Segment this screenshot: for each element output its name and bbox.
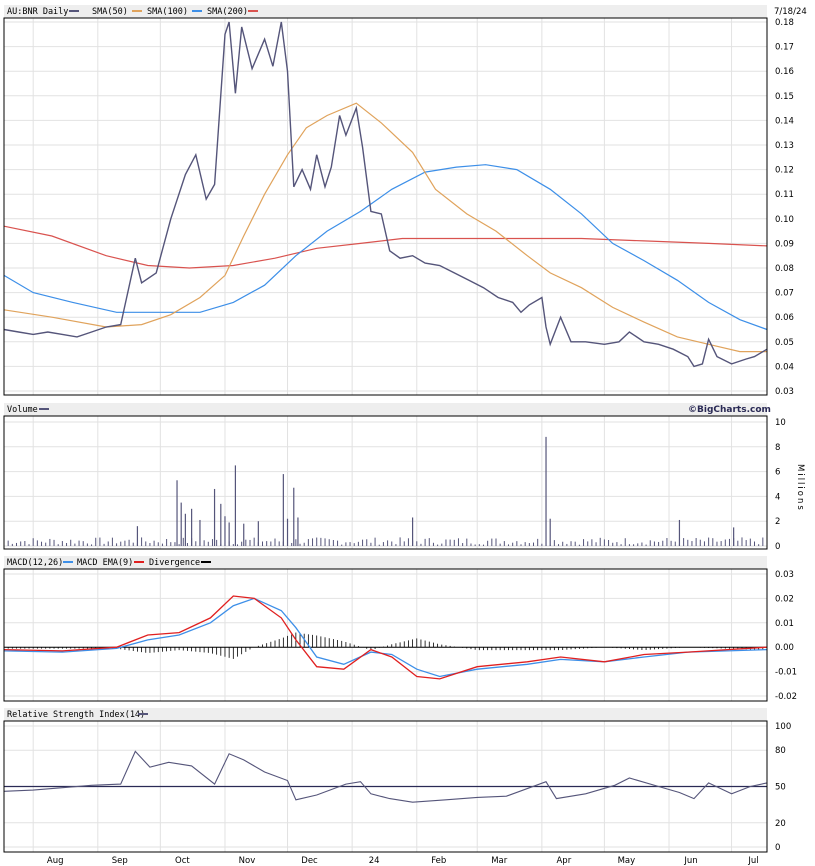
macd-ema-line bbox=[3, 595, 768, 680]
y-tick-label: 0.14 bbox=[775, 116, 794, 126]
y-tick-label: 0.08 bbox=[775, 264, 794, 274]
volume-label: Volume bbox=[7, 405, 38, 415]
y-tick-label: 6 bbox=[775, 468, 780, 478]
y-tick-label: 0.16 bbox=[775, 67, 794, 77]
rsi-series bbox=[3, 750, 768, 803]
x-month-label: Aug bbox=[47, 856, 64, 866]
y-tick-label: 4 bbox=[775, 492, 780, 502]
sma200-label: SMA(200) bbox=[207, 7, 248, 17]
y-tick-label: 0 bbox=[775, 843, 780, 853]
sma100-label: SMA(100) bbox=[147, 7, 188, 17]
x-month-label: Jun bbox=[683, 856, 697, 866]
rsi-header-bg bbox=[4, 708, 767, 721]
price-y-ticks: 0.18 0.17 0.16 0.15 0.14 0.13 0.12 0.11 0.10 0.09… bbox=[775, 18, 794, 397]
y-tick-label: 0.03 bbox=[775, 570, 794, 580]
y-tick-label: 0.01 bbox=[775, 619, 794, 629]
macd-panel: MACD(12,26) MACD EMA(9) Divergence 0.030… bbox=[3, 556, 797, 702]
y-tick-label: 80 bbox=[775, 746, 786, 756]
y-tick-label: 0.15 bbox=[775, 92, 794, 102]
sma50-label: SMA(50) bbox=[92, 7, 128, 17]
y-tick-label: 0.02 bbox=[775, 594, 794, 604]
x-month-label: Apr bbox=[556, 856, 571, 866]
y-tick-label: 0 bbox=[775, 542, 780, 552]
x-month-label: Jul bbox=[747, 856, 758, 866]
macd-grid bbox=[4, 569, 767, 701]
price-grid bbox=[4, 18, 767, 395]
rsi-y-ticks: 100 80 50 20 0 bbox=[775, 722, 791, 853]
y-tick-label: 2 bbox=[775, 517, 780, 527]
x-month-label: Mar bbox=[491, 856, 508, 866]
rsi-panel: Relative Strength Index(14) 100 80 50 20 0 bbox=[3, 708, 791, 853]
macd-series bbox=[3, 595, 768, 680]
macd-header-bg bbox=[4, 556, 767, 569]
y-tick-label: 0.18 bbox=[775, 18, 794, 28]
x-month-label: Oct bbox=[175, 856, 190, 866]
x-month-label: Nov bbox=[239, 856, 256, 866]
x-month-label: May bbox=[618, 856, 636, 866]
y-tick-label: 10 bbox=[775, 418, 786, 428]
y-tick-label: 0.03 bbox=[775, 387, 794, 397]
y-tick-label: 100 bbox=[775, 722, 791, 732]
symbol-label: AU:BNR Daily bbox=[7, 7, 68, 17]
rsi-label: Relative Strength Index(14) bbox=[7, 710, 145, 720]
y-tick-label: 0.10 bbox=[775, 215, 794, 225]
y-tick-label: -0.01 bbox=[775, 668, 797, 678]
divergence-label: Divergence bbox=[149, 558, 200, 568]
y-tick-label: 0.04 bbox=[775, 362, 794, 372]
volume-unit-label: Millions bbox=[795, 464, 805, 512]
volume-bars bbox=[3, 436, 768, 546]
price-series bbox=[3, 21, 768, 368]
macd-y-ticks: 0.03 0.02 0.01 0.00 -0.01 -0.02 bbox=[775, 570, 797, 702]
macd-line bbox=[3, 597, 768, 678]
price-frame bbox=[3, 17, 768, 396]
y-tick-label: -0.02 bbox=[775, 692, 797, 702]
macd-ema-label: MACD EMA(9) bbox=[77, 558, 133, 568]
date-label: 7/18/24 bbox=[774, 7, 807, 17]
macd-label: MACD(12,26) bbox=[7, 558, 63, 568]
price-line bbox=[3, 21, 768, 368]
y-tick-label: 0.12 bbox=[775, 166, 794, 176]
sma50-line bbox=[3, 102, 767, 353]
macd-divergence-bars bbox=[3, 632, 768, 659]
brand-watermark: ©BigCharts.com bbox=[688, 405, 771, 415]
x-month-label: 24 bbox=[369, 856, 380, 866]
y-tick-label: 0.07 bbox=[775, 289, 794, 299]
macd-frame bbox=[3, 568, 768, 702]
price-header-bg bbox=[4, 5, 767, 18]
y-tick-label: 50 bbox=[775, 783, 786, 793]
y-tick-label: 0.17 bbox=[775, 43, 794, 53]
y-tick-label: 0.11 bbox=[775, 190, 794, 200]
sma200-line bbox=[3, 225, 768, 269]
x-month-label: Sep bbox=[112, 856, 128, 866]
x-axis-months: Aug Sep Oct Nov Dec 24 Feb Mar Apr May Jun Jul bbox=[47, 856, 759, 866]
rsi-line bbox=[3, 750, 768, 803]
volume-frame bbox=[3, 415, 768, 550]
sma100-line bbox=[3, 164, 768, 331]
x-month-label: Dec bbox=[301, 856, 318, 866]
volume-grid bbox=[4, 416, 767, 549]
y-tick-label: 0.09 bbox=[775, 239, 794, 249]
y-tick-label: 0.06 bbox=[775, 313, 794, 323]
x-month-label: Feb bbox=[431, 856, 446, 866]
price-panel: AU:BNR Daily SMA(50) SMA(100) SMA(200) 7… bbox=[3, 5, 807, 397]
volume-y-ticks: 10 8 6 4 2 0 bbox=[775, 418, 786, 552]
volume-panel: Volume ©BigCharts.com 10 8 6 4 2 0 Millions bbox=[3, 403, 805, 552]
rsi-frame bbox=[3, 720, 768, 853]
y-tick-label: 0.00 bbox=[775, 643, 794, 653]
y-tick-label: 0.13 bbox=[775, 141, 794, 151]
y-tick-label: 8 bbox=[775, 443, 780, 453]
y-tick-label: 20 bbox=[775, 819, 786, 829]
volume-header-bg bbox=[4, 403, 767, 416]
y-tick-label: 0.05 bbox=[775, 338, 794, 348]
